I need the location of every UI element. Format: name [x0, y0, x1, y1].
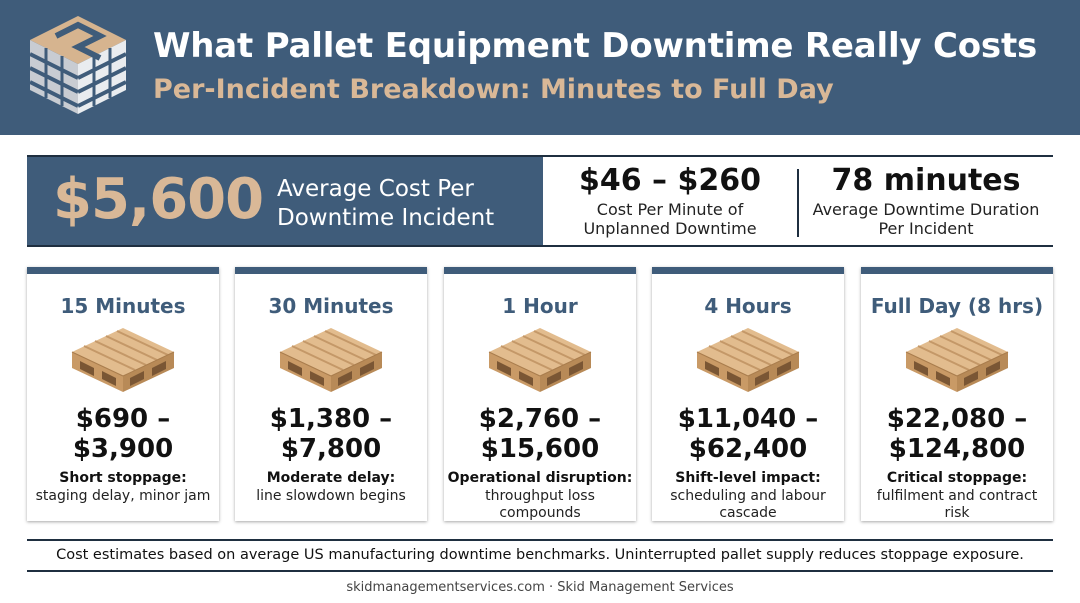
card-title: 1 Hour: [502, 294, 578, 318]
pallet-stack-logo-icon: [29, 16, 127, 114]
per-minute-label: Cost Per Minute of Unplanned Downtime: [583, 200, 757, 238]
card-title: 4 Hours: [704, 294, 792, 318]
cost-range-low: $1,380 –: [269, 404, 393, 434]
card-title: Full Day (8 hrs): [870, 294, 1044, 318]
duration-label: Average Downtime Duration Per Incident: [812, 200, 1040, 238]
card-impact-title: Short stoppage:: [59, 470, 187, 486]
card-full-day: Full Day (8 hrs) $22,080 – $124,800 Crit…: [861, 267, 1053, 521]
cost-range-low: $11,040 –: [677, 404, 819, 434]
card-impact-title: Operational disruption:: [447, 470, 633, 486]
cost-range-low: $690 –: [75, 404, 171, 434]
cost-cards: 15 Minutes $690 – $3,900 Short stoppage:…: [27, 267, 1053, 521]
card-impact-title: Moderate delay:: [266, 470, 396, 486]
average-cost-value: $5,600: [53, 167, 264, 232]
card-impact-title: Shift-level impact:: [675, 470, 821, 486]
cost-range-high: $15,600: [480, 434, 600, 464]
card-impact-desc: fulfilment and contract risk: [876, 488, 1038, 521]
card-15-minutes: 15 Minutes $690 – $3,900 Short stoppage:…: [27, 267, 219, 521]
stats-divider: [797, 169, 799, 237]
cost-range-low: $2,760 –: [478, 404, 602, 434]
card-title: 15 Minutes: [60, 294, 186, 318]
card-cost: $2,760 – $15,600: [444, 404, 636, 464]
cost-range-low: $22,080 –: [886, 404, 1028, 434]
pallet-icon: [488, 327, 592, 393]
card-1-hour: 1 Hour $2,760 – $15,600 Operational disr…: [444, 267, 636, 521]
page-title: What Pallet Equipment Downtime Really Co…: [153, 26, 1038, 66]
card-cost: $11,040 – $62,400: [652, 404, 844, 464]
pallet-icon: [905, 327, 1009, 393]
cost-range-high: $3,900: [72, 434, 174, 464]
card-4-hours: 4 Hours $11,040 – $62,400 Shift-level im…: [652, 267, 844, 521]
header-banner: What Pallet Equipment Downtime Really Co…: [0, 0, 1080, 135]
card-impact-title: Critical stoppage:: [886, 470, 1028, 486]
per-minute-stat: $46 – $260 Cost Per Minute of Unplanned …: [555, 163, 785, 238]
stats-band: $5,600 Average Cost Per Downtime Inciden…: [27, 155, 1053, 247]
page-subtitle: Per-Incident Breakdown: Minutes to Full …: [153, 74, 834, 105]
footer-credit: skidmanagementservices.com · Skid Manage…: [346, 580, 734, 595]
per-minute-value: $46 – $260: [578, 163, 761, 198]
duration-value: 78 minutes: [831, 163, 1021, 198]
pallet-icon: [71, 327, 175, 393]
average-cost-panel: $5,600 Average Cost Per Downtime Inciden…: [27, 157, 543, 245]
card-impact-desc: scheduling and labour cascade: [670, 488, 826, 521]
card-cost: $690 – $3,900: [27, 404, 219, 464]
average-cost-label: Average Cost Per Downtime Incident: [277, 176, 495, 231]
card-cost: $1,380 – $7,800: [235, 404, 427, 464]
cost-range-high: $62,400: [688, 434, 808, 464]
card-impact-desc: throughput loss compounds: [485, 488, 595, 521]
card-30-minutes: 30 Minutes $1,380 – $7,800 Moderate dela…: [235, 267, 427, 521]
cost-range-high: $7,800: [280, 434, 382, 464]
pallet-icon: [696, 327, 800, 393]
duration-stat: 78 minutes Average Downtime Duration Per…: [811, 163, 1041, 238]
card-cost: $22,080 – $124,800: [861, 404, 1053, 464]
card-impact-desc: staging delay, minor jam: [35, 488, 211, 504]
pallet-icon: [279, 327, 383, 393]
cost-range-high: $124,800: [888, 434, 1026, 464]
card-title: 30 Minutes: [268, 294, 394, 318]
card-impact-desc: line slowdown begins: [256, 488, 406, 504]
footer-note: Cost estimates based on average US manuf…: [27, 539, 1053, 572]
